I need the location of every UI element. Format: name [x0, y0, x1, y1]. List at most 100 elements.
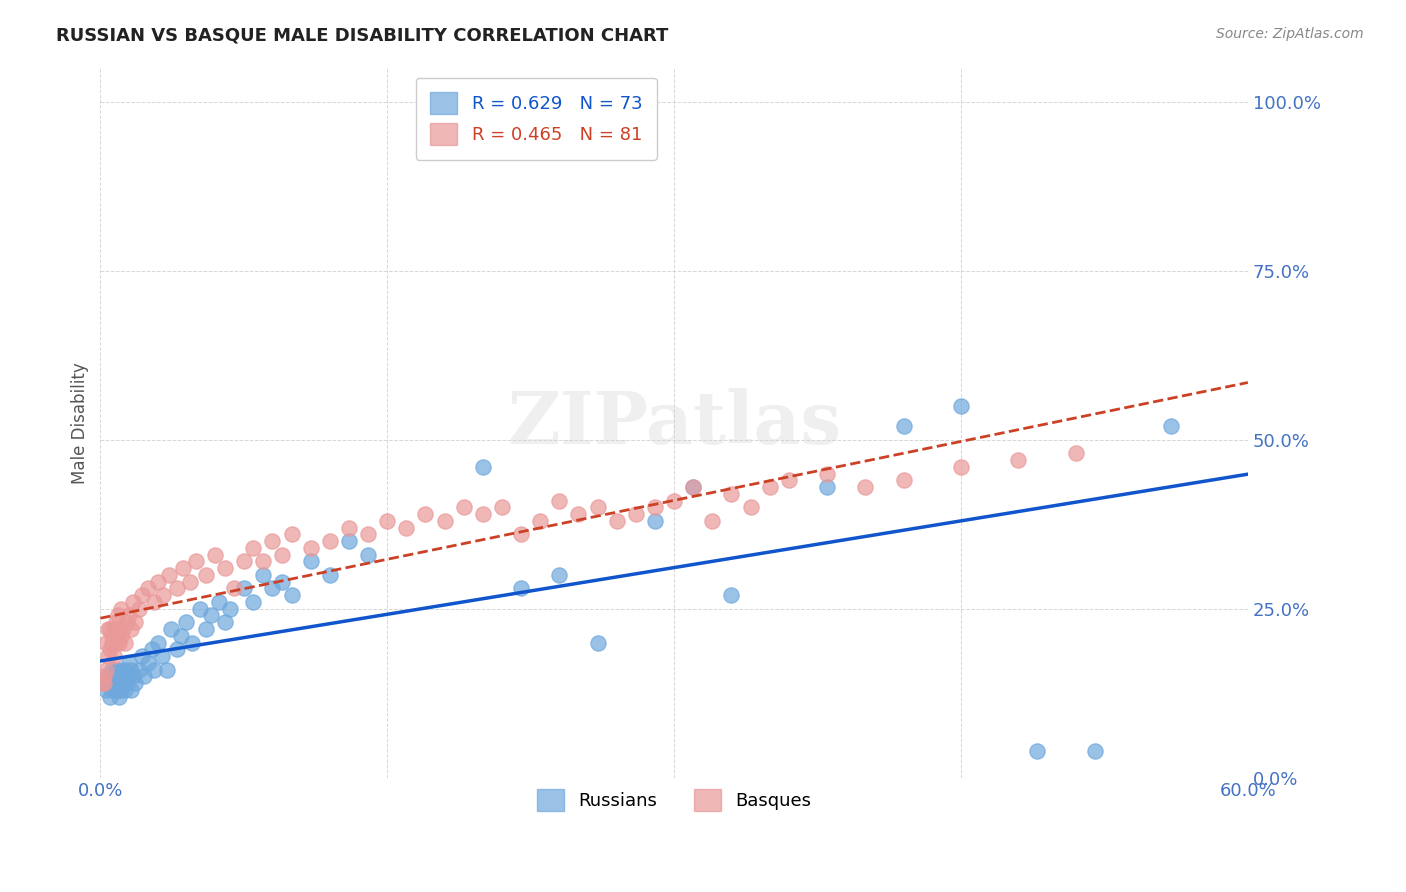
- Russians: [142, 663, 165, 677]
- Basques: [299, 541, 322, 555]
- Russians: [200, 608, 222, 623]
- Basques: [91, 676, 114, 690]
- Basques: [242, 541, 264, 555]
- Russians: [101, 663, 124, 677]
- Basques: [702, 514, 724, 528]
- Russians: [134, 669, 156, 683]
- Russians: [108, 676, 131, 690]
- Basques: [1007, 453, 1029, 467]
- Russians: [166, 642, 188, 657]
- Russians: [104, 663, 127, 677]
- Basques: [204, 548, 226, 562]
- Basques: [136, 582, 159, 596]
- Basques: [94, 635, 117, 649]
- Russians: [128, 663, 150, 677]
- Basques: [720, 487, 742, 501]
- Basques: [893, 474, 915, 488]
- Basques: [118, 608, 141, 623]
- Basques: [94, 663, 117, 677]
- Basques: [107, 608, 129, 623]
- Russians: [160, 622, 183, 636]
- Basques: [740, 500, 762, 515]
- Russians: [471, 459, 494, 474]
- Basques: [280, 527, 302, 541]
- Text: Source: ZipAtlas.com: Source: ZipAtlas.com: [1216, 27, 1364, 41]
- Russians: [94, 682, 117, 697]
- Russians: [108, 690, 131, 704]
- Russians: [242, 595, 264, 609]
- Russians: [120, 682, 142, 697]
- Russians: [232, 582, 254, 596]
- Russians: [337, 534, 360, 549]
- Basques: [146, 574, 169, 589]
- Basques: [433, 514, 456, 528]
- Basques: [319, 534, 342, 549]
- Basques: [110, 601, 132, 615]
- Basques: [529, 514, 551, 528]
- Basques: [107, 629, 129, 643]
- Russians: [208, 595, 231, 609]
- Basques: [103, 622, 125, 636]
- Russians: [107, 682, 129, 697]
- Basques: [662, 493, 685, 508]
- Russians: [271, 574, 294, 589]
- Russians: [319, 568, 342, 582]
- Russians: [120, 663, 142, 677]
- Russians: [110, 682, 132, 697]
- Basques: [104, 635, 127, 649]
- Basques: [224, 582, 246, 596]
- Russians: [104, 682, 127, 697]
- Russians: [118, 669, 141, 683]
- Basques: [115, 615, 138, 630]
- Basques: [166, 582, 188, 596]
- Basques: [152, 588, 174, 602]
- Russians: [98, 690, 121, 704]
- Russians: [114, 682, 136, 697]
- Basques: [453, 500, 475, 515]
- Russians: [114, 663, 136, 677]
- Basques: [337, 521, 360, 535]
- Russians: [1084, 743, 1107, 757]
- Russians: [150, 648, 173, 663]
- Basques: [214, 561, 236, 575]
- Basques: [142, 595, 165, 609]
- Basques: [97, 648, 120, 663]
- Basques: [232, 554, 254, 568]
- Basques: [252, 554, 274, 568]
- Russians: [893, 419, 915, 434]
- Russians: [219, 601, 242, 615]
- Russians: [682, 480, 704, 494]
- Basques: [93, 676, 115, 690]
- Russians: [357, 548, 380, 562]
- Russians: [510, 582, 533, 596]
- Basques: [606, 514, 628, 528]
- Legend: Russians, Basques: Russians, Basques: [523, 774, 825, 825]
- Russians: [121, 669, 143, 683]
- Russians: [262, 582, 284, 596]
- Text: RUSSIAN VS BASQUE MALE DISABILITY CORRELATION CHART: RUSSIAN VS BASQUE MALE DISABILITY CORREL…: [56, 27, 669, 45]
- Basques: [949, 459, 972, 474]
- Russians: [112, 676, 135, 690]
- Basques: [262, 534, 284, 549]
- Russians: [108, 663, 131, 677]
- Russians: [214, 615, 236, 630]
- Basques: [112, 622, 135, 636]
- Y-axis label: Male Disability: Male Disability: [72, 362, 89, 484]
- Russians: [181, 635, 204, 649]
- Basques: [98, 622, 121, 636]
- Russians: [252, 568, 274, 582]
- Basques: [815, 467, 838, 481]
- Basques: [103, 648, 125, 663]
- Basques: [271, 548, 294, 562]
- Russians: [170, 629, 193, 643]
- Basques: [114, 635, 136, 649]
- Basques: [567, 507, 589, 521]
- Basques: [491, 500, 513, 515]
- Basques: [415, 507, 437, 521]
- Russians: [107, 669, 129, 683]
- Basques: [758, 480, 780, 494]
- Basques: [586, 500, 609, 515]
- Russians: [115, 676, 138, 690]
- Basques: [375, 514, 398, 528]
- Russians: [644, 514, 666, 528]
